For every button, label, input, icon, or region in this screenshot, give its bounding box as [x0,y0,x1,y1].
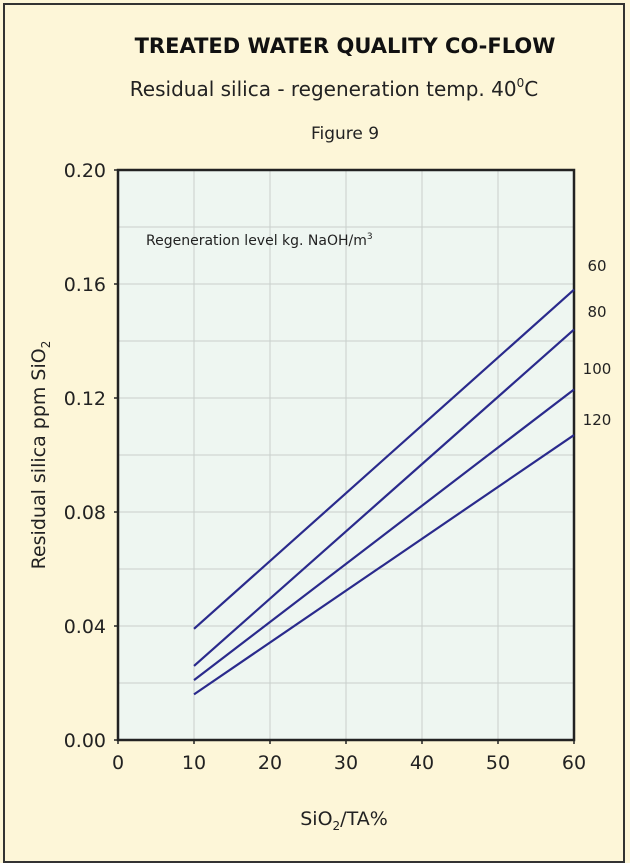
y-tick-label-3: 0.12 [64,388,106,410]
x-tick-label-5: 50 [486,752,510,774]
series-label-60: 60 [587,257,606,275]
y-axis-label: Residual silica ppm SiO2 [28,341,53,570]
legend-title: Regeneration level kg. NaOH/m3 [146,232,373,249]
chart-title: TREATED WATER QUALITY CO-FLOW [135,34,556,58]
y-tick-label-0: 0.00 [64,730,106,752]
figure-label: Figure 9 [311,124,379,144]
y-axis-label-main: Residual silica ppm SiO [28,348,50,569]
subtitle-superscript: 0 [517,76,525,90]
y-tick-label-1: 0.04 [64,616,106,638]
x-tick-label-4: 40 [410,752,434,774]
series-label-80: 80 [587,303,606,321]
series-label-120: 120 [583,411,612,429]
y-axis-label-subscript: 2 [39,341,53,349]
x-tick-label-0: 0 [112,752,124,774]
x-axis-label-subscript: 2 [333,819,341,833]
legend-title-main: Regeneration level kg. NaOH/m [146,233,367,249]
x-tick-label-3: 30 [334,752,358,774]
subtitle-unit: C [524,77,538,101]
chart-subtitle: Residual silica - regeneration temp. 400… [130,76,538,101]
y-tick-label-5: 0.20 [64,160,106,182]
series-label-100: 100 [583,360,612,378]
series-line-80 [193,328,575,667]
series-line-100 [193,388,575,682]
y-tick-label-4: 0.16 [64,274,106,296]
x-axis-label: SiO2/TA% [300,808,388,833]
legend-title-superscript: 3 [367,232,373,242]
x-axis-label-rest: /TA% [340,808,388,830]
series-line-60 [193,288,575,630]
x-tick-label-1: 10 [182,752,206,774]
y-tick-label-2: 0.08 [64,502,106,524]
plot-area: 0 10 20 30 40 50 60 0.00 0.04 0.08 0.12 0.16 0.20 Reg… [64,160,612,774]
x-tick-label-6: 60 [562,752,586,774]
series-line-120 [193,434,575,696]
subtitle-text: Residual silica - regeneration temp. 40 [130,77,517,101]
x-tick-label-2: 20 [258,752,282,774]
x-axis-label-main: SiO [300,808,332,830]
